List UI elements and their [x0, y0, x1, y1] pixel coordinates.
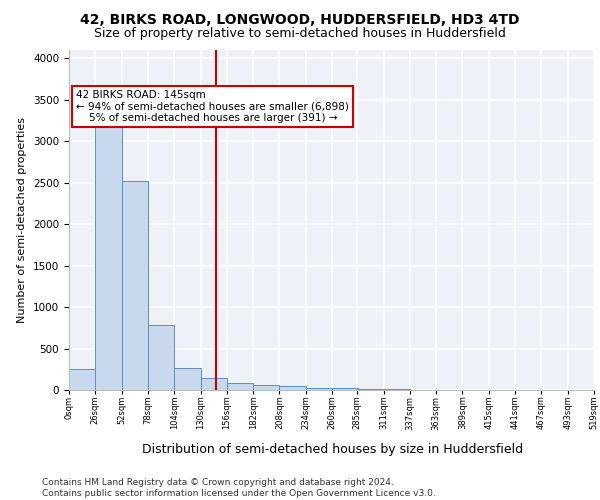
Bar — [253, 386, 280, 390]
Bar — [200, 378, 227, 390]
Bar — [332, 388, 358, 390]
Bar — [280, 386, 306, 390]
Bar — [227, 384, 253, 390]
Text: Contains HM Land Registry data © Crown copyright and database right 2024.
Contai: Contains HM Land Registry data © Crown c… — [42, 478, 436, 498]
Text: 42 BIRKS ROAD: 145sqm
← 94% of semi-detached houses are smaller (6,898)
    5% o: 42 BIRKS ROAD: 145sqm ← 94% of semi-deta… — [76, 90, 349, 123]
Bar — [122, 181, 148, 390]
Bar — [95, 124, 122, 390]
Bar — [383, 389, 410, 390]
Bar — [69, 370, 95, 390]
Bar — [306, 388, 332, 390]
Text: Size of property relative to semi-detached houses in Huddersfield: Size of property relative to semi-detach… — [94, 28, 506, 40]
Bar — [357, 389, 383, 390]
Y-axis label: Number of semi-detached properties: Number of semi-detached properties — [17, 117, 28, 323]
Text: Distribution of semi-detached houses by size in Huddersfield: Distribution of semi-detached houses by … — [142, 442, 524, 456]
Bar — [148, 326, 174, 390]
Text: 42, BIRKS ROAD, LONGWOOD, HUDDERSFIELD, HD3 4TD: 42, BIRKS ROAD, LONGWOOD, HUDDERSFIELD, … — [80, 12, 520, 26]
Bar — [174, 368, 200, 390]
